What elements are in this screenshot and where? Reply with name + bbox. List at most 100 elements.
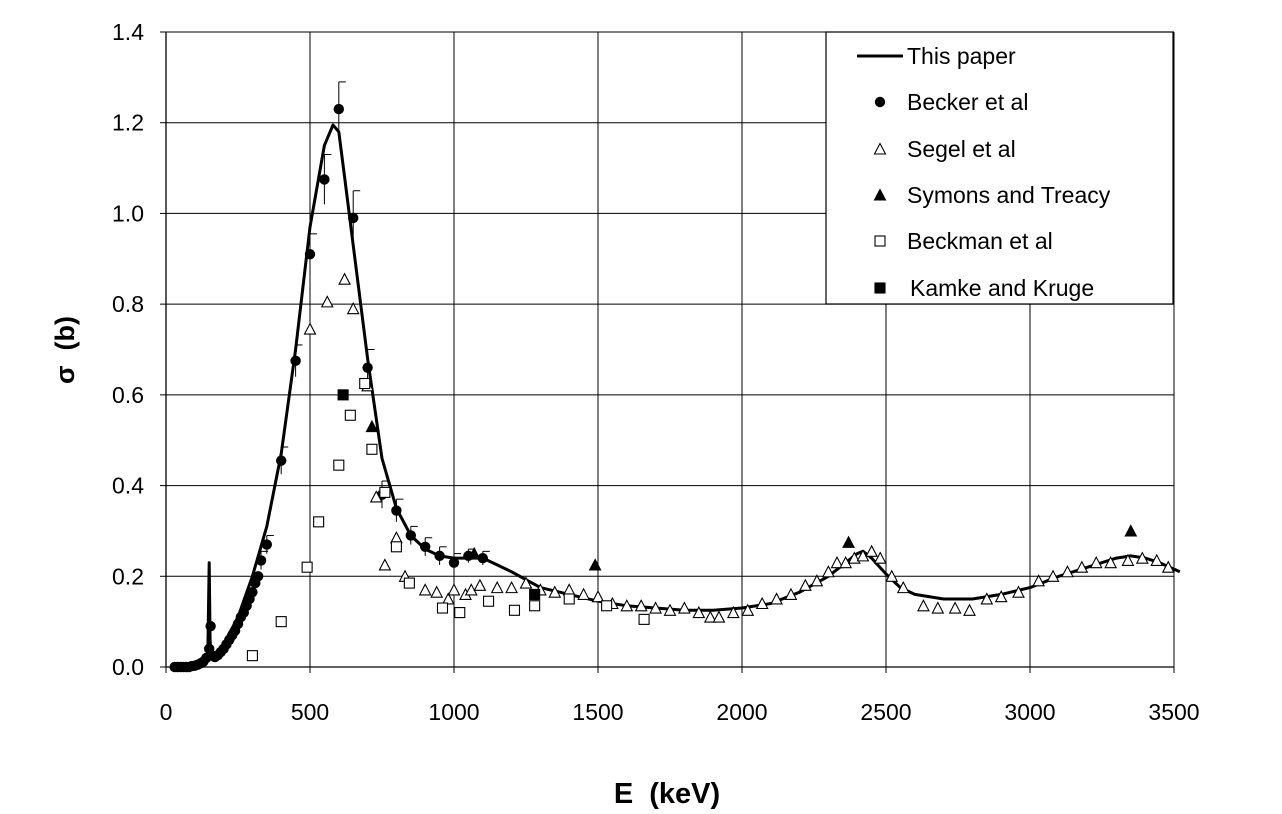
data-point-becker-et-al <box>477 552 488 564</box>
legend-swatch-marker <box>874 235 886 247</box>
data-point-becker-et-al <box>304 249 316 260</box>
data-point-beckman-et-al <box>344 409 356 421</box>
data-point-segel-et-al <box>1121 553 1135 566</box>
data-point-becker-et-al <box>247 586 258 598</box>
data-point-segel-et-al <box>896 580 910 594</box>
data-point-segel-et-al <box>1089 555 1103 569</box>
legend-label: Beckman et al <box>907 228 1053 254</box>
data-point-becker-et-al <box>405 530 416 541</box>
data-point-kamke-and-kruge <box>337 389 349 401</box>
data-point-segel-et-al <box>577 587 591 600</box>
data-point-beckman-et-al <box>366 443 378 455</box>
data-point-segel-et-al <box>810 574 824 587</box>
data-point-segel-et-al <box>447 583 461 596</box>
data-point-becker-et-al <box>391 505 402 516</box>
data-point-segel-et-al <box>649 601 663 614</box>
data-point-becker-et-al <box>261 539 272 550</box>
data-point-becker-et-al <box>362 362 373 373</box>
y-tick-label: 0.4 <box>112 473 144 499</box>
legend-swatch-marker <box>873 142 887 155</box>
data-point-beckman-et-al <box>333 459 345 471</box>
y-tick-label: 0.6 <box>112 382 144 408</box>
data-point-segel-et-al <box>917 599 930 612</box>
data-point-segel-et-al <box>1061 565 1074 578</box>
y-axis-label: σ (b) <box>50 316 80 384</box>
data-point-segel-et-al <box>703 610 717 623</box>
data-point-beckman-et-al <box>359 377 371 390</box>
x-tick-label: 1500 <box>572 699 623 725</box>
x-tick-label: 3500 <box>1148 699 1199 725</box>
legend-swatch-marker <box>873 188 887 201</box>
legend-label: Symons and Treacy <box>907 182 1111 208</box>
legend-label: This paper <box>907 43 1016 69</box>
x-tick-label: 2500 <box>860 699 911 725</box>
data-point-segel-et-al <box>692 605 706 619</box>
data-point-segel-et-al <box>591 590 605 603</box>
data-point-segel-et-al <box>755 596 769 610</box>
data-point-segel-et-al <box>464 583 478 596</box>
axes: 0 500 1000 1500 2000 2500 3000 3500 0.0 0.2 0.4 0.6… <box>112 19 1200 725</box>
data-point-segel-et-al <box>1032 574 1046 587</box>
data-point-beckman-et-al <box>601 600 613 612</box>
data-point-symons-and-treacy <box>588 558 602 571</box>
legend-label: Kamke and Kruge <box>910 275 1094 301</box>
data-point-segel-et-al <box>948 601 962 614</box>
data-point-segel-et-al <box>346 301 360 315</box>
data-point-beckman-et-al <box>483 595 495 607</box>
data-point-beckman-et-al <box>529 600 541 612</box>
data-point-becker-et-al <box>319 174 330 185</box>
data-point-segel-et-al <box>873 551 887 564</box>
data-point-segel-et-al <box>519 576 533 589</box>
data-point-beckman-et-al <box>246 650 258 662</box>
data-point-symons-and-treacy <box>842 535 855 548</box>
data-point-segel-et-al <box>1150 553 1164 566</box>
x-tick-label: 0 <box>160 699 173 725</box>
data-point-segel-et-al <box>473 578 487 591</box>
data-point-segel-et-al <box>741 603 755 616</box>
data-point-segel-et-al <box>490 580 504 594</box>
data-point-segel-et-al <box>931 601 945 614</box>
data-point-segel-et-al <box>865 544 879 557</box>
data-point-segel-et-al <box>885 569 899 582</box>
y-tick-label: 0.8 <box>112 291 144 317</box>
plot-area <box>169 81 1181 673</box>
legend-box <box>825 31 1174 305</box>
data-point-beckman-et-al <box>379 486 391 498</box>
data-point-beckman-et-al <box>301 561 313 573</box>
y-tick-label: 1.4 <box>112 19 144 45</box>
data-point-becker-et-al <box>348 212 359 224</box>
data-point-segel-et-al <box>839 555 853 569</box>
data-point-segel-et-al <box>856 549 870 562</box>
legend-label: Becker et al <box>907 89 1028 115</box>
data-point-segel-et-al <box>784 587 798 600</box>
data-point-symons-and-treacy <box>365 419 379 433</box>
data-point-segel-et-al <box>1012 585 1025 598</box>
x-tick-label: 2000 <box>716 699 767 725</box>
data-point-beckman-et-al <box>390 541 402 553</box>
legend-swatch-marker <box>874 96 886 108</box>
data-point-beckman-et-al <box>313 516 325 528</box>
legend-swatch-marker <box>874 282 886 294</box>
data-point-segel-et-al <box>663 603 677 616</box>
data-point-segel-et-al <box>798 578 812 591</box>
x-tick-label: 500 <box>291 699 329 725</box>
data-point-segel-et-al <box>634 599 648 612</box>
data-point-segel-et-al <box>1075 560 1089 573</box>
data-point-symons-and-treacy <box>467 546 481 560</box>
data-point-becker-et-al <box>290 355 301 367</box>
data-point-segel-et-al <box>441 592 455 605</box>
data-point-segel-et-al <box>1161 560 1175 573</box>
data-point-becker-et-al <box>434 550 445 562</box>
x-tick-label: 3000 <box>1004 699 1055 725</box>
data-point-segel-et-al <box>338 272 351 285</box>
data-point-beckman-et-al <box>403 577 415 589</box>
data-point-segel-et-al <box>770 592 783 605</box>
data-point-segel-et-al <box>821 565 835 578</box>
data-point-segel-et-al <box>620 599 634 612</box>
x-axis-label: E (keV) <box>614 778 720 810</box>
data-point-beckman-et-al <box>436 602 449 614</box>
data-point-segel-et-al <box>320 295 334 308</box>
data-point-segel-et-al <box>830 555 844 569</box>
data-point-segel-et-al <box>677 601 691 614</box>
